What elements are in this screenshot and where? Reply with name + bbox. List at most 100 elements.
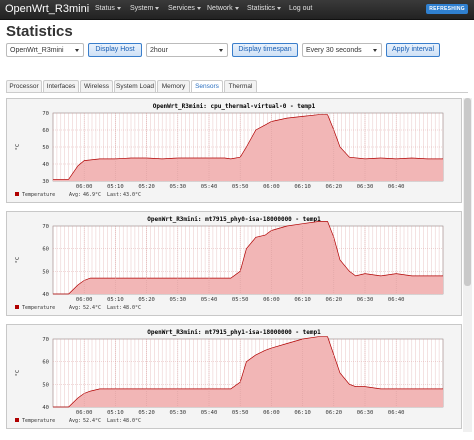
chevron-down-icon [116,6,121,10]
nav-statistics-label: Statistics [247,5,276,12]
last-value: 43.0°C [123,192,141,198]
tab-thermal[interactable]: Thermal [224,80,257,92]
temperature-area [53,221,443,294]
phy0-temp-chart: OpenWrt_R3mini: mt7915_phy0-isa-18000000… [15,216,444,311]
y-tick-label: 60 [42,360,49,366]
legend-swatch [15,305,19,309]
interval-select-value: Every 30 seconds [306,47,362,54]
x-tick-label: 05:20 [138,184,155,190]
x-tick-label: 06:20 [326,410,343,416]
tab-interfaces[interactable]: Interfaces [43,80,79,92]
temperature-area [53,336,443,407]
interval-select[interactable]: Every 30 seconds [302,43,382,57]
scrollbar-thumb[interactable] [464,98,471,286]
x-tick-label: 06:10 [294,184,311,190]
nav-network[interactable]: Network [207,5,239,12]
sensor-chart-panel: OpenWrt_R3mini: mt7915_phy0-isa-18000000… [6,211,462,316]
x-tick-label: 06:00 [76,410,93,416]
temperature-line [53,221,443,295]
legend-swatch [15,418,19,422]
host-select[interactable]: OpenWrt_R3mini [6,43,84,57]
tab-divider [6,92,468,93]
x-tick-label: 05:10 [107,184,124,190]
avg-value: 52.4°C [83,305,101,311]
x-tick-label: 06:40 [388,410,405,416]
nav-system-label: System [130,5,154,12]
y-tick-label: 30 [42,179,49,185]
top-navbar: OpenWrt_R3mini Status System Services Ne… [0,0,474,20]
sensor-chart-panel: OpenWrt_R3mini: mt7915_phy1-isa-18000000… [6,324,462,429]
brand-title[interactable]: OpenWrt_R3mini [5,3,90,15]
avg-label: Avg: [69,418,81,424]
chevron-down-icon [234,6,239,10]
tab-memory[interactable]: Memory [157,80,190,92]
avg-label: Avg: [69,305,81,311]
y-tick-label: 60 [42,247,49,253]
y-axis-label: °C [15,257,21,264]
nav-logout[interactable]: Log out [289,5,313,12]
y-tick-label: 40 [42,292,49,298]
y-axis-label: °C [15,370,21,377]
display-timespan-button[interactable]: Display timespan [232,43,298,57]
y-tick-label: 50 [42,382,49,388]
timespan-select[interactable]: 2hour [146,43,228,57]
last-label: Last: [107,305,122,311]
tab-processor[interactable]: Processor [6,80,42,92]
phy1-temp-chart: OpenWrt_R3mini: mt7915_phy1-isa-18000000… [15,329,444,424]
x-tick-label: 06:20 [326,184,343,190]
x-tick-label: 05:40 [201,184,218,190]
x-tick-label: 06:30 [357,410,374,416]
chevron-down-icon [373,49,377,52]
y-tick-label: 50 [42,145,49,151]
timespan-select-value: 2hour [150,47,168,54]
x-tick-label: 05:50 [232,297,249,303]
avg-value: 46.9°C [83,192,101,198]
y-tick-label: 40 [42,405,49,411]
legend-label: Temperature [22,192,55,198]
page-scrollbar[interactable] [463,98,472,432]
x-tick-label: 05:40 [201,297,218,303]
x-tick-label: 06:40 [388,184,405,190]
y-tick-label: 40 [42,162,49,168]
legend-label: Temperature [22,418,55,424]
x-tick-label: 05:40 [201,410,218,416]
chevron-down-icon [196,6,201,10]
x-tick-label: 06:40 [388,297,405,303]
x-tick-label: 06:00 [263,184,280,190]
chevron-down-icon [277,6,282,10]
y-tick-label: 50 [42,269,49,275]
x-tick-label: 05:30 [170,297,187,303]
last-value: 48.0°C [123,305,141,311]
tab-wireless[interactable]: Wireless [80,80,113,92]
x-tick-label: 05:20 [138,410,155,416]
refreshing-badge[interactable]: REFRESHING [426,4,468,14]
nav-statistics[interactable]: Statistics [247,5,282,12]
tab-sensors[interactable]: Sensors [191,80,223,92]
nav-network-label: Network [207,5,233,12]
x-tick-label: 06:10 [294,410,311,416]
x-tick-label: 05:10 [107,297,124,303]
apply-interval-button[interactable]: Apply interval [386,43,440,57]
page-title: Statistics [6,23,73,40]
tab-system-load[interactable]: System Load [114,80,156,92]
x-tick-label: 05:10 [107,410,124,416]
avg-value: 52.4°C [83,418,101,424]
nav-services[interactable]: Services [168,5,201,12]
x-tick-label: 06:00 [76,297,93,303]
host-select-value: OpenWrt_R3mini [10,47,64,54]
nav-system[interactable]: System [130,5,160,12]
x-tick-label: 06:30 [357,184,374,190]
x-tick-label: 05:20 [138,297,155,303]
legend-label: Temperature [22,305,55,311]
nav-status[interactable]: Status [95,5,121,12]
x-tick-label: 06:20 [326,297,343,303]
y-tick-label: 70 [42,224,49,230]
last-label: Last: [107,418,122,424]
x-tick-label: 06:10 [294,297,311,303]
display-host-button[interactable]: Display Host [88,43,142,57]
x-tick-label: 06:00 [263,297,280,303]
x-tick-label: 05:50 [232,410,249,416]
x-tick-label: 06:00 [263,410,280,416]
y-tick-label: 70 [42,337,49,343]
x-tick-label: 06:00 [76,184,93,190]
